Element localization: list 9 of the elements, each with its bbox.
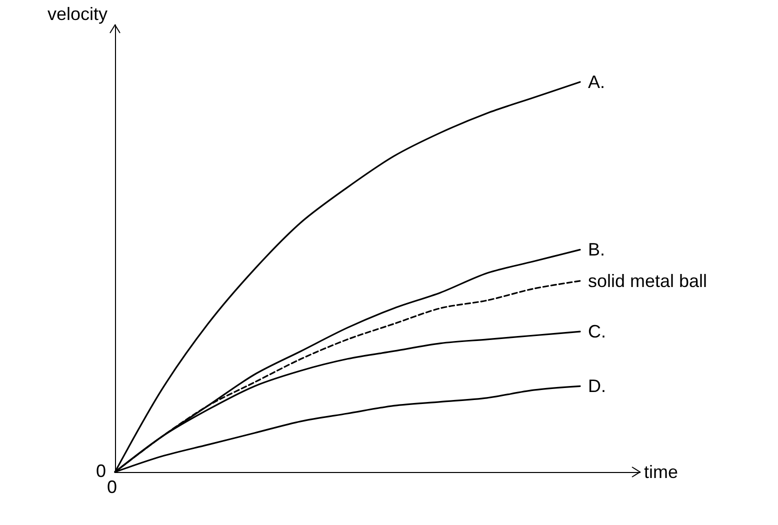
series-label: C.: [588, 322, 606, 342]
text: 0: [107, 477, 118, 497]
series-label: B.: [588, 240, 606, 260]
text: 0: [96, 461, 106, 481]
series-label: A.: [588, 72, 606, 92]
series-label: solid metal ball: [588, 270, 708, 291]
x-axis-title: time: [644, 462, 678, 482]
series-label: D.: [588, 376, 606, 396]
y-axis-title: velocity: [47, 4, 108, 24]
